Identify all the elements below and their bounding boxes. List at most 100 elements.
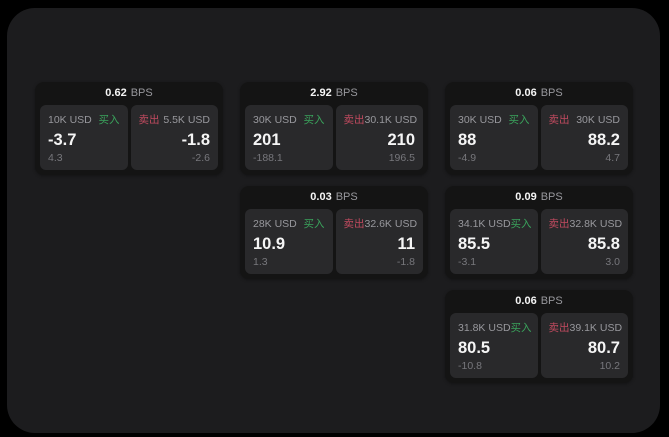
sell-sub-value: 4.7 [605, 151, 620, 164]
card-header: 0.06 BPS [445, 290, 633, 313]
buy-panel[interactable]: 30K USD 买入 201 -188.1 [245, 105, 333, 170]
quote-card[interactable]: 0.62 BPS 10K USD 买入 -3.7 4.3 卖出 5.5K USD… [35, 82, 223, 175]
sell-side-label: 卖出 [138, 114, 160, 126]
buy-side-label: 买入 [303, 218, 325, 230]
bps-unit-label: BPS [130, 87, 153, 99]
sell-panel[interactable]: 卖出 39.1K USD 80.7 10.2 [540, 313, 628, 378]
buy-amount: 10K USD [48, 114, 92, 126]
buy-price: 10.9 [253, 235, 286, 253]
bps-value: 0.62 [105, 87, 127, 99]
buy-panel-top: 30K USD 买入 [253, 112, 325, 127]
sell-amount: 30.1K USD [364, 114, 418, 126]
quote-panels: 28K USD 买入 10.9 1.3 卖出 32.6K USD 11 -1.8 [240, 209, 428, 279]
sell-panel-top: 卖出 30.1K USD [343, 112, 418, 127]
sell-sub-value: -2.6 [191, 151, 210, 164]
sell-amount: 32.6K USD [364, 218, 418, 230]
sell-panel-top: 卖出 32.6K USD [343, 216, 418, 231]
buy-sub-value: 1.3 [253, 255, 268, 268]
sell-sub-value: 196.5 [388, 151, 415, 164]
sell-panel[interactable]: 卖出 32.6K USD 11 -1.8 [335, 209, 423, 274]
bps-unit-label: BPS [540, 295, 563, 307]
buy-panel-top: 28K USD 买入 [253, 216, 325, 231]
buy-side-label: 买入 [510, 322, 532, 334]
sell-price: 11 [397, 235, 415, 253]
card-header: 0.06 BPS [445, 82, 633, 105]
buy-panel[interactable]: 10K USD 买入 -3.7 4.3 [40, 105, 128, 170]
app-window: 0.62 BPS 10K USD 买入 -3.7 4.3 卖出 5.5K USD… [7, 8, 660, 433]
buy-sub-value: 4.3 [48, 151, 63, 164]
sell-side-label: 卖出 [548, 218, 570, 230]
buy-sub-value: -10.8 [458, 359, 482, 372]
quote-card[interactable]: 0.06 BPS 30K USD 买入 88 -4.9 卖出 30K USD 8… [445, 82, 633, 175]
buy-price: 88 [458, 131, 477, 149]
bps-unit-label: BPS [335, 87, 358, 99]
buy-panel[interactable]: 34.1K USD 买入 85.5 -3.1 [450, 209, 538, 274]
bps-value: 0.09 [515, 191, 537, 203]
buy-sub-value: -188.1 [253, 151, 283, 164]
sell-panel-top: 卖出 5.5K USD [139, 112, 211, 127]
quote-card[interactable]: 0.03 BPS 28K USD 买入 10.9 1.3 卖出 32.6K US… [240, 186, 428, 279]
buy-price: -3.7 [48, 131, 77, 149]
bps-value: 0.03 [310, 191, 332, 203]
buy-side-label: 买入 [303, 114, 325, 126]
sell-amount: 39.1K USD [569, 322, 623, 334]
quote-card[interactable]: 0.06 BPS 31.8K USD 买入 80.5 -10.8 卖出 39.1… [445, 290, 633, 383]
sell-sub-value: -1.8 [396, 255, 415, 268]
sell-panel-top: 卖出 39.1K USD [548, 320, 623, 335]
buy-panel[interactable]: 28K USD 买入 10.9 1.3 [245, 209, 333, 274]
sell-price: 85.8 [587, 235, 620, 253]
buy-panel-top: 34.1K USD 买入 [458, 216, 532, 231]
buy-sub-value: -4.9 [458, 151, 477, 164]
buy-sub-value: -3.1 [458, 255, 477, 268]
buy-price: 201 [253, 131, 281, 149]
sell-price: 210 [387, 131, 415, 149]
buy-panel-top: 31.8K USD 买入 [458, 320, 532, 335]
buy-panel-top: 30K USD 买入 [458, 112, 530, 127]
sell-amount: 30K USD [576, 114, 620, 126]
sell-price: -1.8 [181, 131, 210, 149]
bps-value: 2.92 [310, 87, 332, 99]
bps-unit-label: BPS [540, 87, 563, 99]
buy-panel[interactable]: 30K USD 买入 88 -4.9 [450, 105, 538, 170]
buy-amount: 30K USD [253, 114, 297, 126]
buy-panel[interactable]: 31.8K USD 买入 80.5 -10.8 [450, 313, 538, 378]
sell-panel[interactable]: 卖出 5.5K USD -1.8 -2.6 [130, 105, 218, 170]
buy-amount: 34.1K USD [458, 218, 511, 230]
sell-panel[interactable]: 卖出 32.8K USD 85.8 3.0 [540, 209, 628, 274]
card-header: 0.62 BPS [35, 82, 223, 105]
sell-amount: 5.5K USD [163, 114, 210, 126]
sell-price: 88.2 [587, 131, 620, 149]
quote-panels: 10K USD 买入 -3.7 4.3 卖出 5.5K USD -1.8 -2.… [35, 105, 223, 175]
bps-value: 0.06 [515, 295, 537, 307]
bps-unit-label: BPS [335, 191, 358, 203]
buy-side-label: 买入 [98, 114, 120, 126]
buy-price: 80.5 [458, 339, 491, 357]
sell-panel-top: 卖出 32.8K USD [548, 216, 623, 231]
quote-panels: 34.1K USD 买入 85.5 -3.1 卖出 32.8K USD 85.8… [445, 209, 633, 279]
sell-side-label: 卖出 [343, 114, 365, 126]
quote-card[interactable]: 0.09 BPS 34.1K USD 买入 85.5 -3.1 卖出 32.8K… [445, 186, 633, 279]
sell-panel-top: 卖出 30K USD [549, 112, 621, 127]
sell-sub-value: 3.0 [605, 255, 620, 268]
buy-price: 85.5 [458, 235, 491, 253]
sell-side-label: 卖出 [343, 218, 365, 230]
quote-panels: 31.8K USD 买入 80.5 -10.8 卖出 39.1K USD 80.… [445, 313, 633, 383]
card-header: 2.92 BPS [240, 82, 428, 105]
quote-card[interactable]: 2.92 BPS 30K USD 买入 201 -188.1 卖出 30.1K … [240, 82, 428, 175]
buy-amount: 30K USD [458, 114, 502, 126]
buy-amount: 28K USD [253, 218, 297, 230]
sell-panel[interactable]: 卖出 30K USD 88.2 4.7 [540, 105, 628, 170]
buy-amount: 31.8K USD [458, 322, 511, 334]
buy-side-label: 买入 [510, 218, 532, 230]
sell-price: 80.7 [587, 339, 620, 357]
quote-panels: 30K USD 买入 88 -4.9 卖出 30K USD 88.2 4.7 [445, 105, 633, 175]
sell-sub-value: 10.2 [599, 359, 620, 372]
buy-panel-top: 10K USD 买入 [48, 112, 120, 127]
sell-amount: 32.8K USD [569, 218, 623, 230]
sell-panel[interactable]: 卖出 30.1K USD 210 196.5 [335, 105, 423, 170]
card-header: 0.09 BPS [445, 186, 633, 209]
bps-value: 0.06 [515, 87, 537, 99]
sell-side-label: 卖出 [548, 322, 570, 334]
sell-side-label: 卖出 [548, 114, 570, 126]
card-header: 0.03 BPS [240, 186, 428, 209]
